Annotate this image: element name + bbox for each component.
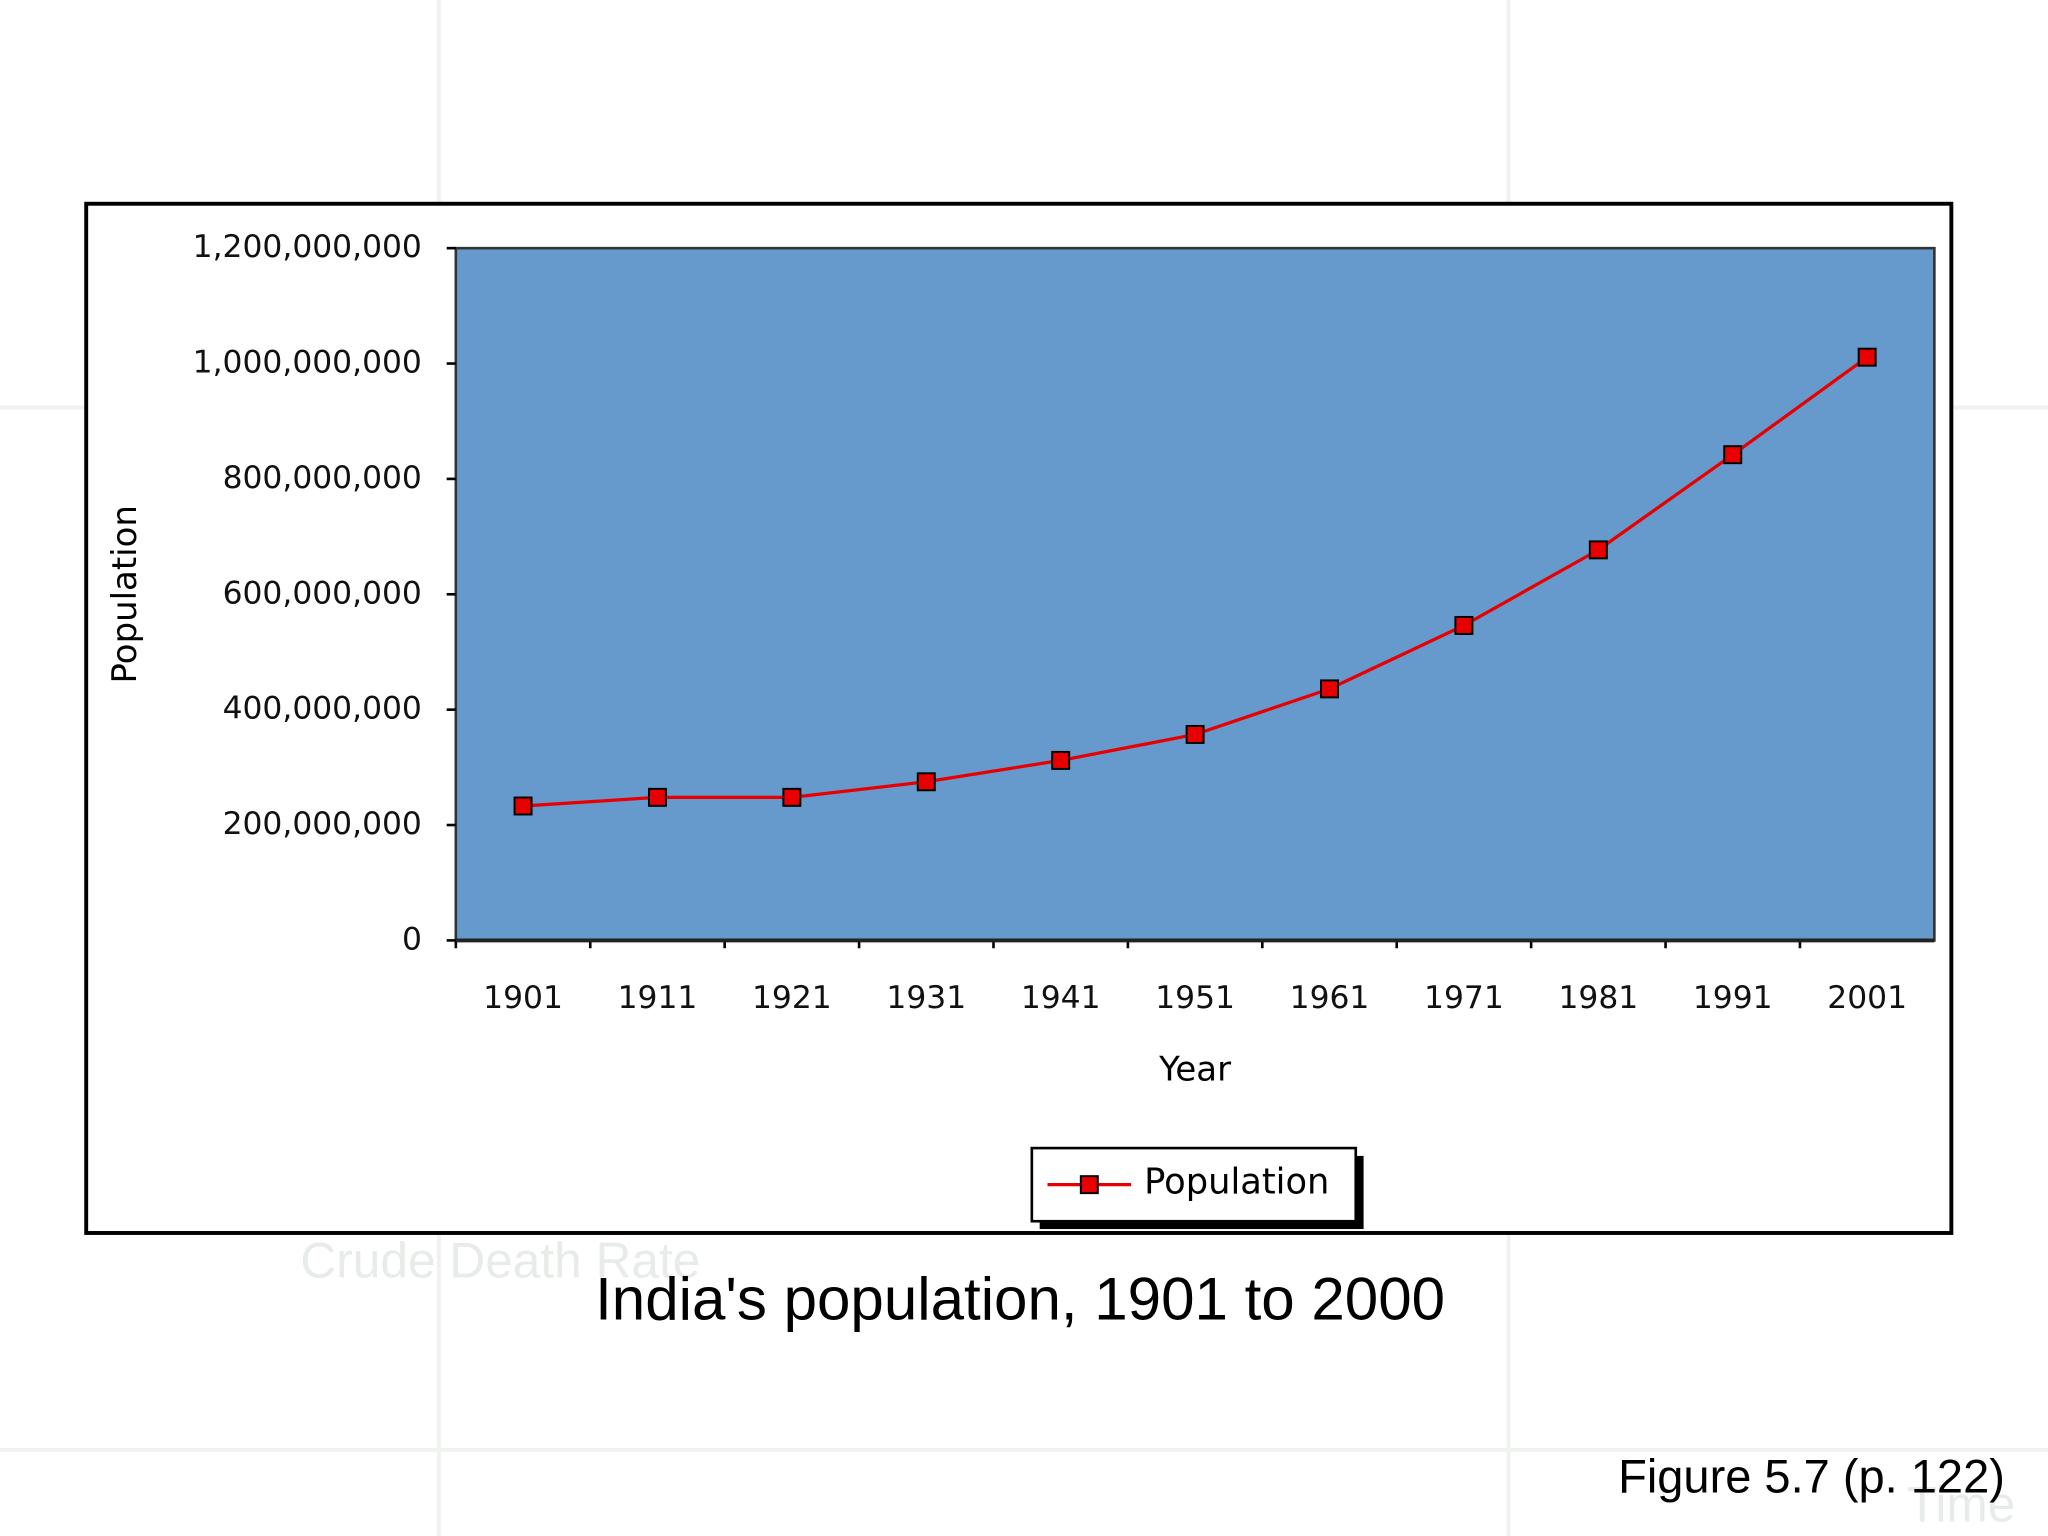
data-point: [647, 787, 667, 807]
x-tick-label: 1971: [1424, 980, 1504, 1016]
y-tick-label: 1,000,000,000: [193, 345, 422, 381]
x-tick-label: 1991: [1693, 980, 1773, 1016]
ghost-text: Crude Death Rate: [300, 1232, 700, 1288]
data-point: [1185, 724, 1205, 744]
x-tick-label: 1961: [1290, 980, 1370, 1016]
y-tick-label: 0: [402, 921, 422, 957]
y-tick-label: 600,000,000: [223, 575, 422, 611]
x-tick-label: 1901: [483, 980, 563, 1016]
legend-label: Population: [1144, 1161, 1329, 1202]
data-point: [1723, 445, 1743, 465]
x-axis-label: Year: [1158, 1050, 1231, 1090]
data-point: [1588, 540, 1608, 560]
x-tick-label: 1941: [1021, 980, 1101, 1016]
legend-marker: [1079, 1175, 1099, 1195]
figure-label: Figure 5.7 (p. 122): [1618, 1449, 2005, 1502]
x-tick-label: 1951: [1155, 980, 1235, 1016]
data-point: [916, 772, 936, 792]
x-tick-label: 1911: [618, 980, 698, 1016]
y-tick-label: 800,000,000: [223, 460, 422, 496]
chart-title: India's population, 1901 to 2000: [595, 1265, 1445, 1332]
data-point: [1320, 679, 1339, 699]
plot-area: [454, 246, 1936, 942]
x-tick-label: 1981: [1558, 980, 1638, 1016]
data-point: [1857, 347, 1877, 367]
y-axis-label: Population: [105, 505, 145, 683]
y-tick-label: 400,000,000: [223, 691, 422, 727]
data-point: [782, 787, 802, 807]
data-point: [1051, 750, 1071, 770]
data-point: [513, 796, 533, 816]
x-tick-label: 1921: [752, 980, 832, 1016]
y-tick-label: 200,000,000: [223, 806, 422, 842]
x-tick-label: 2001: [1827, 980, 1907, 1016]
y-tick-label: 1,200,000,000: [193, 229, 422, 265]
x-tick-label: 1931: [886, 980, 966, 1016]
data-point: [1454, 615, 1474, 635]
ghost-text: Time: [1907, 1477, 2015, 1533]
